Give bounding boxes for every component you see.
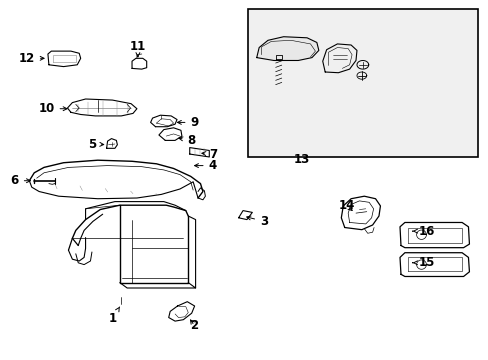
Text: 4: 4 [194,159,216,172]
Text: 3: 3 [246,215,267,228]
Text: 2: 2 [190,319,198,332]
Bar [248,9,477,157]
Text: 14: 14 [338,199,355,212]
Text: 11: 11 [129,40,146,57]
Text: 12: 12 [19,52,44,65]
Text: 6: 6 [11,174,30,187]
Text: 5: 5 [88,138,103,150]
Text: 15: 15 [412,256,434,269]
Text: 7: 7 [202,148,217,161]
Text: 9: 9 [177,116,198,129]
Polygon shape [256,37,318,60]
Text: 16: 16 [412,225,434,238]
Text: 8: 8 [179,134,195,147]
Text: 13: 13 [293,153,310,166]
Text: 10: 10 [38,102,67,115]
Text: 1: 1 [108,307,120,325]
